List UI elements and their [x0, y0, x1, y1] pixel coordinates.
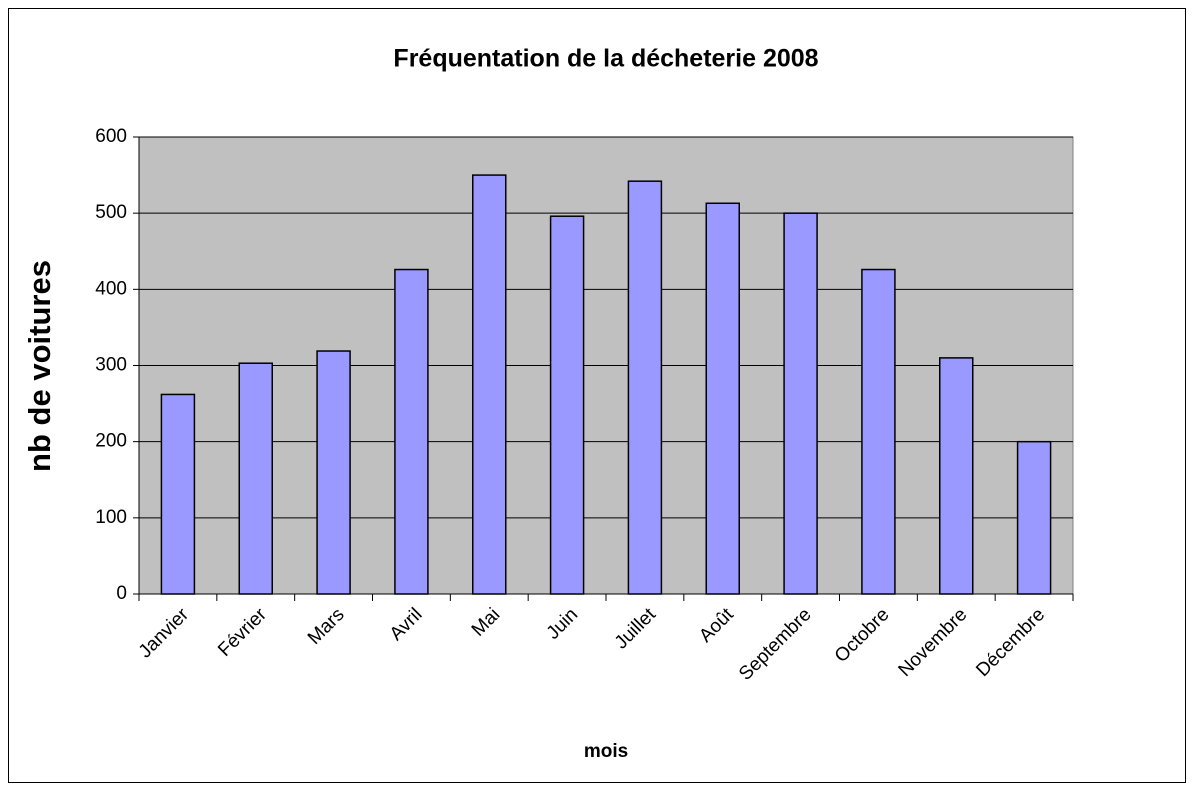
bar: [939, 357, 974, 595]
y-tick-label: 600: [95, 126, 127, 147]
y-tick-label: 400: [95, 278, 127, 299]
bar: [1016, 440, 1052, 595]
y-tick-label: 300: [95, 355, 127, 376]
bar: [783, 212, 818, 595]
bar: [238, 362, 273, 595]
bar: [549, 215, 585, 595]
y-tick-label: 100: [95, 507, 127, 528]
bar: [394, 268, 429, 595]
bar: [316, 350, 351, 595]
bar: [861, 268, 896, 595]
y-tick-label: 200: [95, 431, 127, 452]
bar: [160, 393, 196, 595]
y-tick-label: 0: [116, 583, 127, 604]
bar: [472, 174, 507, 595]
x-axis-label: mois: [584, 741, 628, 762]
y-tick-label: 500: [95, 202, 127, 223]
bar: [627, 180, 663, 595]
bar: [705, 202, 740, 595]
y-axis-label: nb de voitures: [22, 260, 57, 472]
chart-title: Fréquentation de la décheterie 2008: [393, 45, 818, 73]
